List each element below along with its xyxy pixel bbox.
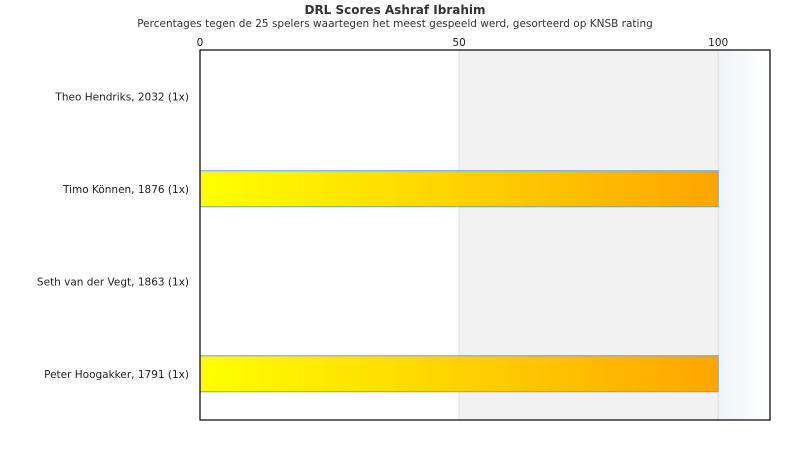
chart-title: DRL Scores Ashraf Ibrahim [304,3,486,17]
bar [199,355,719,393]
chart-subtitle: Percentages tegen de 25 spelers waartege… [137,18,653,30]
category-label: Timo Können, 1876 (1x) [62,184,189,196]
category-label: Peter Hoogakker, 1791 (1x) [44,369,189,381]
x-tick-label: 50 [452,37,465,49]
plot-border [199,49,771,421]
category-label: Theo Hendriks, 2032 (1x) [54,91,189,103]
plot-band [718,50,770,420]
x-tick-label: 0 [197,37,204,49]
x-tick-label: 100 [708,37,728,49]
category-label: Seth van der Vegt, 1863 (1x) [37,276,189,288]
bar [199,170,719,208]
